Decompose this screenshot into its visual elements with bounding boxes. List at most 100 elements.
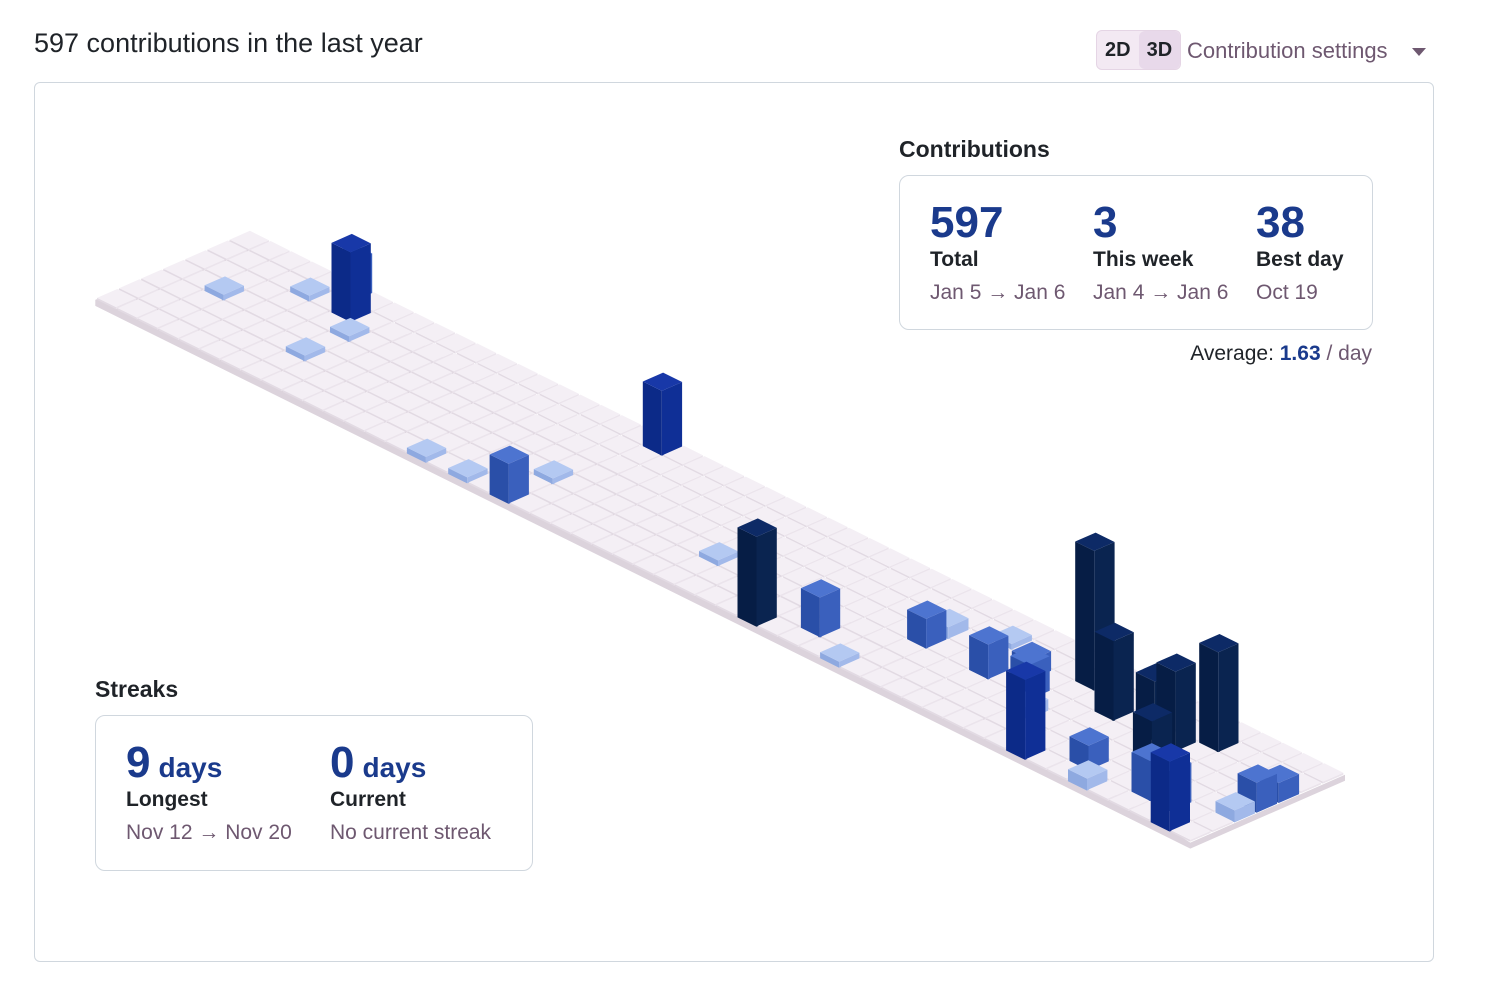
floor-tile-top <box>682 476 722 495</box>
floor-tile-side <box>595 503 615 516</box>
floor-tile-side <box>923 707 943 719</box>
floor-tile-top <box>473 413 513 432</box>
floor-tile-side <box>433 382 453 394</box>
floor-tile-side <box>560 403 580 415</box>
floor-tile-side <box>988 698 1008 710</box>
floor-tile-side <box>310 300 330 312</box>
floor-tile-side <box>859 667 881 678</box>
floor-tile-side <box>349 361 369 373</box>
contribution-bar-side <box>926 610 947 649</box>
floor-tile-side <box>803 556 824 568</box>
floor-tile-side <box>182 269 203 281</box>
floor-tile-top <box>861 667 901 687</box>
floor-tile-side <box>825 546 846 558</box>
floor-tile-side <box>179 338 199 351</box>
floor-tile-top <box>868 568 908 587</box>
toggle-3d[interactable]: 3D <box>1138 31 1181 69</box>
floor-tile-side <box>743 505 764 517</box>
floor-tile-side <box>492 422 513 434</box>
toggle-2d[interactable]: 2D <box>1105 39 1131 61</box>
floor-tile-side <box>827 526 848 538</box>
floor-tile-side <box>983 728 1005 740</box>
streak-current: 0 days Current No current streak <box>330 738 491 845</box>
floor-tile-side <box>616 514 636 526</box>
floor-tile-side <box>808 526 828 538</box>
floor-tile-side <box>430 421 450 434</box>
floor-tile-side <box>493 432 513 445</box>
contribution-bar-top <box>1150 743 1190 762</box>
floor-tile-top <box>374 302 414 321</box>
contribution-bar-top <box>330 317 370 337</box>
contribution-bar-side <box>642 381 662 456</box>
floor-tile-side <box>322 400 343 412</box>
floor-tile-side <box>247 260 268 272</box>
floor-tile-side <box>778 635 798 648</box>
floor-tile-side <box>1262 751 1282 764</box>
floor-tile-top <box>1197 752 1238 771</box>
floor-tile-side <box>887 577 908 589</box>
floor-tile-side <box>716 605 736 617</box>
floor-tile-side <box>306 330 327 342</box>
contribution-bar-side <box>718 551 739 567</box>
floor-tile-side <box>846 586 866 599</box>
floor-tile-top <box>493 423 534 443</box>
floor-tile-side <box>1112 759 1132 772</box>
floor-tile-top <box>451 423 491 442</box>
floor-tile-side <box>247 289 267 302</box>
floor-tile-side <box>1052 659 1074 671</box>
floor-tile-side <box>303 400 323 412</box>
floor-tile-side <box>1109 799 1129 812</box>
floor-tile-side <box>622 434 642 446</box>
streak-value: 9 <box>126 738 151 787</box>
contribution-bar-top <box>1068 760 1108 779</box>
floor-tile-side <box>291 270 311 282</box>
floor-tile-side <box>828 536 848 549</box>
contribution-bar-side <box>1075 541 1095 691</box>
floor-tile-side <box>269 250 290 262</box>
floor-tile-side <box>880 677 901 689</box>
floor-tile-side <box>682 484 702 497</box>
average-unit: / day <box>1326 342 1372 365</box>
floor-tile-top <box>510 493 550 513</box>
chart-card <box>34 82 1434 962</box>
floor-tile-side <box>594 494 615 505</box>
floor-tile-top <box>434 353 475 372</box>
floor-tile-side <box>659 514 679 526</box>
floor-tile-side <box>474 402 494 414</box>
floor-tile-side <box>1194 771 1215 782</box>
floor-tile-top <box>394 312 435 332</box>
floor-tile-side <box>514 442 534 455</box>
floor-tile-side <box>350 341 370 353</box>
contribution-bar-top <box>290 277 330 296</box>
floor-tile-side <box>473 422 493 434</box>
floor-tile-top <box>575 484 615 503</box>
floor-tile-side <box>393 341 413 353</box>
floor-tile-side <box>225 269 246 281</box>
floor-tile-side <box>223 319 243 331</box>
floor-tile-side <box>1113 739 1133 752</box>
contribution-bar-side <box>204 285 224 301</box>
contribution-bar-side <box>285 346 305 362</box>
floor-tile-side <box>904 677 924 689</box>
floor-tile-side <box>228 259 248 272</box>
stat-best: 38 Best day Oct 19 <box>1256 198 1344 305</box>
floor-tile-side <box>496 363 517 374</box>
floor-tile-side <box>911 577 931 590</box>
floor-tile-side <box>1261 742 1282 753</box>
floor-tile-side <box>307 310 328 322</box>
floor-tile-side <box>180 289 202 301</box>
settings-button[interactable]: Contribution settings <box>1187 38 1388 63</box>
floor-tile-side <box>468 452 489 464</box>
floor-tile-side <box>510 502 530 515</box>
floor-tile-side <box>719 565 739 577</box>
floor-tile-side <box>1212 821 1233 833</box>
floor-tile-top <box>117 299 157 318</box>
floor-tile-side <box>242 320 264 331</box>
floor-tile-top <box>964 719 1005 738</box>
settings-caret[interactable] <box>1412 48 1426 56</box>
floor-tile-top <box>758 616 798 635</box>
contribution-bar-top <box>642 372 683 391</box>
floor-tile-side <box>703 495 723 507</box>
floor-tile-top <box>517 394 557 413</box>
floor-tile-side <box>413 322 435 334</box>
